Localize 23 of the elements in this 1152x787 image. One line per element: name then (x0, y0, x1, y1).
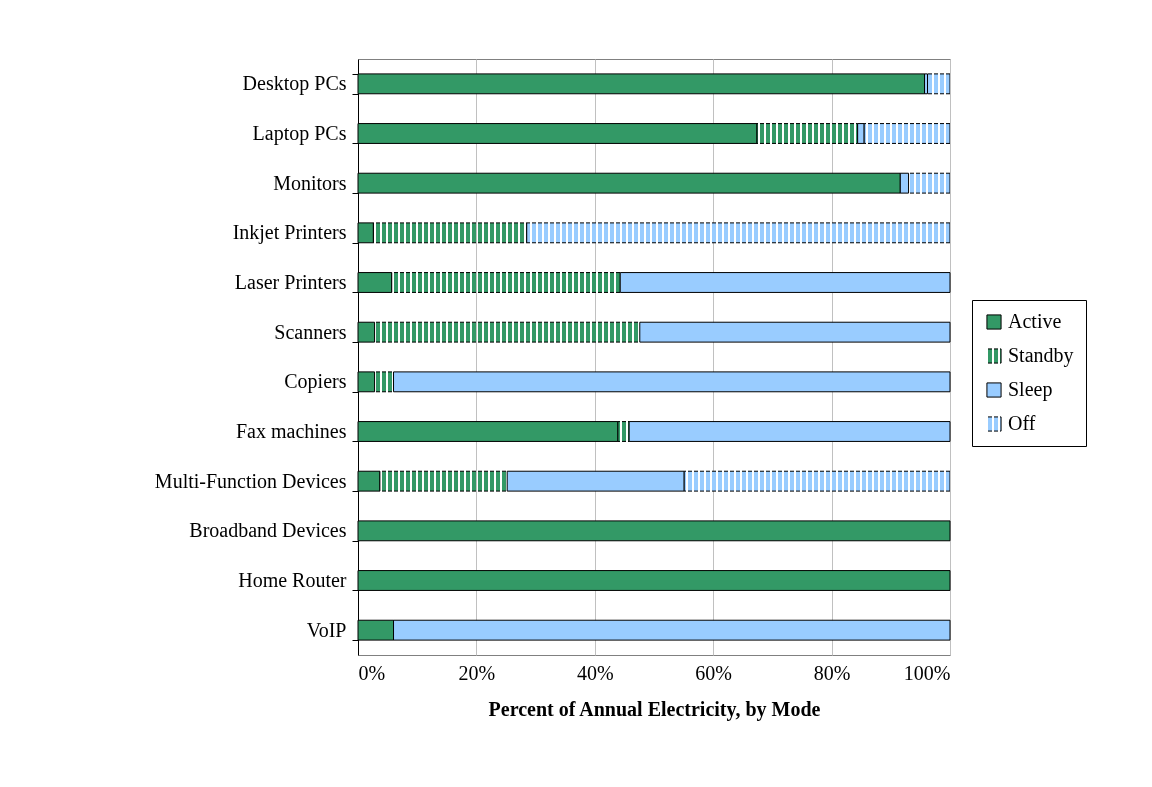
legend-label: Sleep (1008, 378, 1053, 401)
legend-label: Active (1008, 310, 1062, 332)
y-tick-label: VoIP (306, 618, 347, 641)
y-tick-label: Laser Printers (234, 271, 347, 293)
y-tick-label: Multi-Function Devices (154, 469, 347, 492)
x-tick-label: 40% (576, 661, 614, 684)
x-tick-label: 20% (458, 661, 496, 684)
x-tick-label: 60% (695, 661, 733, 684)
y-tick-label: Laptop PCs (252, 122, 347, 145)
x-axis-title: Percent of Annual Electricity, by Mode (488, 697, 821, 721)
x-tick-label: 100% (903, 661, 951, 684)
y-tick-label: Desktop PCs (242, 72, 347, 96)
y-tick-label: Inkjet Printers (232, 221, 347, 245)
y-tick-label: Home Router (238, 569, 347, 591)
y-tick-label: Broadband Devices (189, 519, 347, 542)
legend-label: Off (1008, 412, 1036, 434)
y-tick-label: Copiers (284, 370, 347, 394)
y-tick-label: Monitors (273, 171, 347, 194)
x-tick-label: 80% (813, 661, 851, 684)
y-tick-label: Scanners (274, 320, 347, 343)
y-tick-label: Fax machines (235, 420, 347, 442)
x-tick-label: 0% (358, 661, 386, 684)
legend-label: Standby (1008, 344, 1074, 367)
